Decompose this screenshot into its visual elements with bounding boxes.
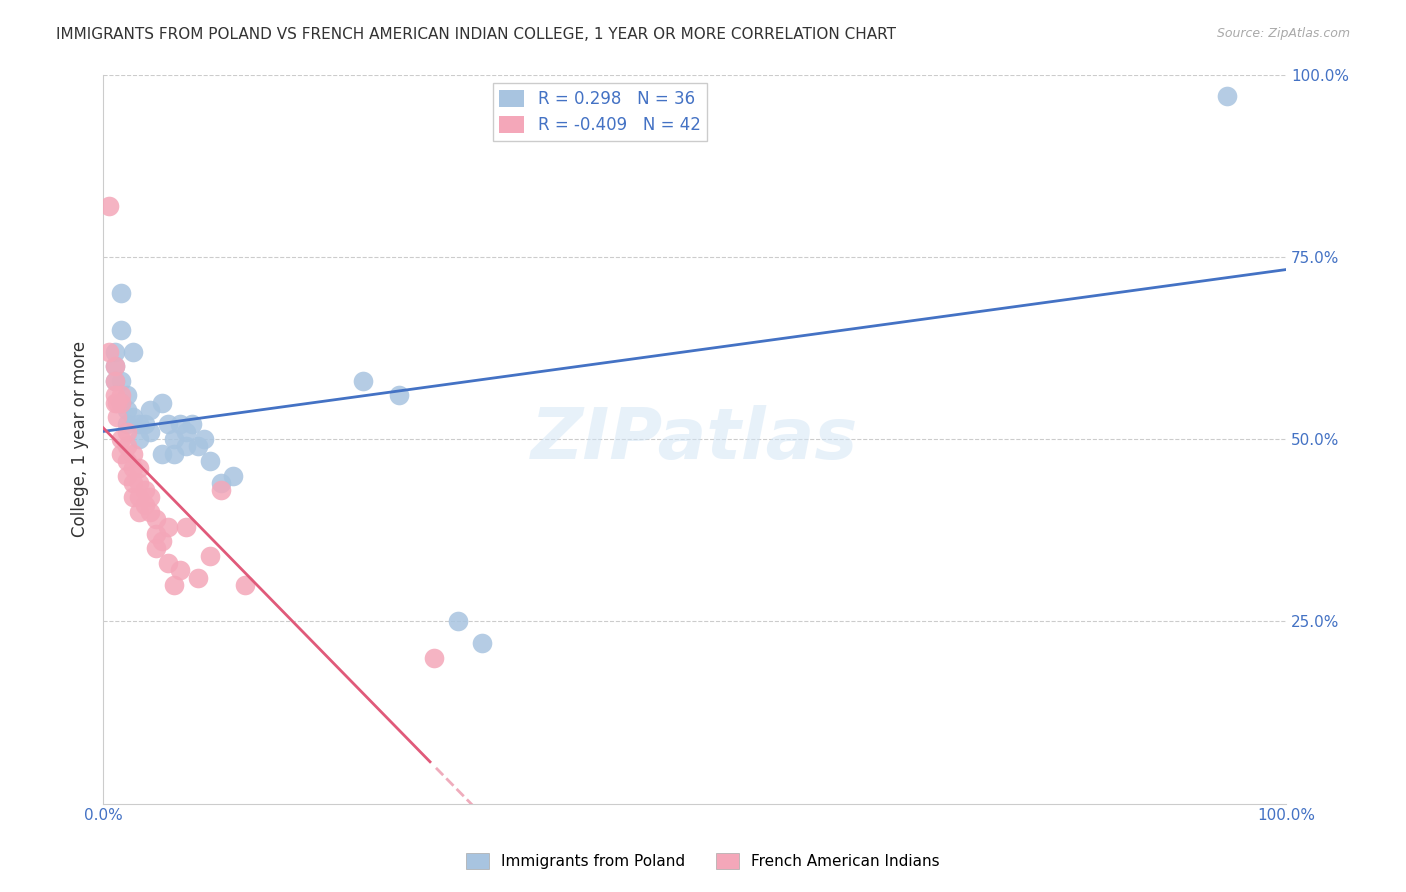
Point xyxy=(115,403,138,417)
Point xyxy=(115,439,138,453)
Point xyxy=(209,483,232,497)
Point xyxy=(98,344,121,359)
Point xyxy=(128,417,150,432)
Point xyxy=(104,374,127,388)
Point xyxy=(198,454,221,468)
Point xyxy=(128,461,150,475)
Point xyxy=(121,410,143,425)
Point xyxy=(139,403,162,417)
Point xyxy=(139,505,162,519)
Text: Source: ZipAtlas.com: Source: ZipAtlas.com xyxy=(1216,27,1350,40)
Point xyxy=(157,519,180,533)
Point xyxy=(471,636,494,650)
Point xyxy=(104,374,127,388)
Point xyxy=(105,410,128,425)
Point xyxy=(145,541,167,556)
Point xyxy=(110,395,132,409)
Point xyxy=(145,526,167,541)
Point xyxy=(110,395,132,409)
Point xyxy=(121,461,143,475)
Point xyxy=(134,498,156,512)
Point xyxy=(163,578,186,592)
Point xyxy=(169,563,191,577)
Point xyxy=(157,556,180,570)
Point xyxy=(145,512,167,526)
Point xyxy=(128,432,150,446)
Point xyxy=(150,447,173,461)
Point xyxy=(150,534,173,549)
Point xyxy=(115,468,138,483)
Point xyxy=(115,454,138,468)
Point xyxy=(104,359,127,373)
Point xyxy=(115,388,138,402)
Legend: R = 0.298   N = 36, R = -0.409   N = 42: R = 0.298 N = 36, R = -0.409 N = 42 xyxy=(492,83,707,141)
Point xyxy=(110,432,132,446)
Point xyxy=(121,447,143,461)
Point xyxy=(423,650,446,665)
Y-axis label: College, 1 year or more: College, 1 year or more xyxy=(72,341,89,537)
Point xyxy=(128,505,150,519)
Point xyxy=(139,491,162,505)
Point xyxy=(174,519,197,533)
Point xyxy=(150,395,173,409)
Point xyxy=(128,491,150,505)
Point xyxy=(187,571,209,585)
Point xyxy=(209,475,232,490)
Point xyxy=(110,323,132,337)
Point xyxy=(180,417,202,432)
Point xyxy=(174,439,197,453)
Point xyxy=(388,388,411,402)
Point xyxy=(121,344,143,359)
Point xyxy=(187,439,209,453)
Point xyxy=(104,344,127,359)
Point xyxy=(121,491,143,505)
Point xyxy=(233,578,256,592)
Point xyxy=(104,395,127,409)
Point xyxy=(139,425,162,439)
Point xyxy=(134,483,156,497)
Point xyxy=(115,425,138,439)
Point xyxy=(163,447,186,461)
Point xyxy=(169,417,191,432)
Point xyxy=(193,432,215,446)
Point xyxy=(104,359,127,373)
Point xyxy=(98,199,121,213)
Point xyxy=(110,286,132,301)
Legend: Immigrants from Poland, French American Indians: Immigrants from Poland, French American … xyxy=(460,847,946,875)
Text: IMMIGRANTS FROM POLAND VS FRENCH AMERICAN INDIAN COLLEGE, 1 YEAR OR MORE CORRELA: IMMIGRANTS FROM POLAND VS FRENCH AMERICA… xyxy=(56,27,896,42)
Point xyxy=(222,468,245,483)
Point xyxy=(1216,89,1239,103)
Point xyxy=(110,388,132,402)
Point xyxy=(110,374,132,388)
Point xyxy=(352,374,374,388)
Point xyxy=(163,432,186,446)
Text: ZIPatlas: ZIPatlas xyxy=(531,405,858,474)
Point xyxy=(115,417,138,432)
Point xyxy=(105,395,128,409)
Point xyxy=(174,425,197,439)
Point xyxy=(121,475,143,490)
Point xyxy=(110,447,132,461)
Point xyxy=(198,549,221,563)
Point xyxy=(157,417,180,432)
Point xyxy=(104,388,127,402)
Point xyxy=(128,475,150,490)
Point xyxy=(134,417,156,432)
Point xyxy=(447,615,470,629)
